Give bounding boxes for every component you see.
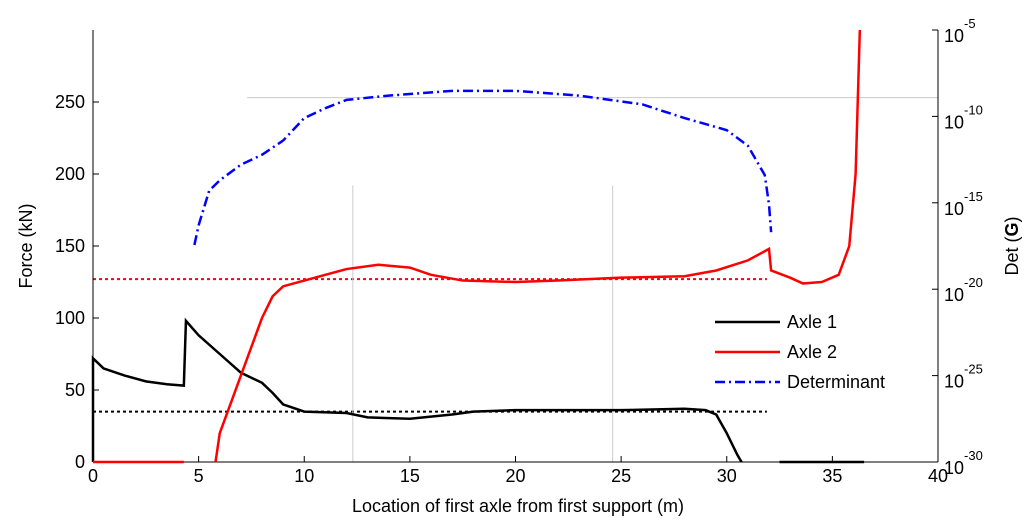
legend-label: Axle 1 xyxy=(787,312,837,332)
x-tick-label: 35 xyxy=(822,466,842,486)
y2-tick-label: 10-30 xyxy=(944,448,983,478)
legend-label: Axle 2 xyxy=(787,342,837,362)
x-tick-label: 0 xyxy=(88,466,98,486)
tick-base: 10 xyxy=(944,285,964,305)
tick-exponent: -25 xyxy=(964,362,983,377)
x-tick-label: 10 xyxy=(294,466,314,486)
x-tick-label: 40 xyxy=(928,466,948,486)
tick-base: 10 xyxy=(944,26,964,46)
tick-base: 10 xyxy=(944,458,964,478)
x-tick-label: 30 xyxy=(717,466,737,486)
tick-base: 10 xyxy=(944,112,964,132)
tick-exponent: -15 xyxy=(964,189,983,204)
y2-tick-label: 10-25 xyxy=(944,362,983,392)
data-line xyxy=(193,89,773,246)
y-tick-label: 200 xyxy=(55,164,85,184)
tick-exponent: -20 xyxy=(964,275,983,290)
y-axis-label: Force (kN) xyxy=(16,204,36,289)
tick-exponent: -5 xyxy=(964,16,976,31)
x-axis-label: Location of first axle from first suppor… xyxy=(352,496,684,516)
legend-label: Determinant xyxy=(787,372,885,392)
y2-label-part: G xyxy=(1002,222,1022,236)
x-tick-label: 20 xyxy=(505,466,525,486)
y-tick-label: 0 xyxy=(75,452,85,472)
y-tick-label: 150 xyxy=(55,236,85,256)
y2-tick-label: 10-10 xyxy=(944,102,983,132)
tick-base: 10 xyxy=(944,372,964,392)
tick-base: 10 xyxy=(944,199,964,219)
y2-tick-label: 10-15 xyxy=(944,189,983,219)
data-line xyxy=(93,29,862,464)
y-tick-label: 250 xyxy=(55,92,85,112)
data-line xyxy=(91,317,865,464)
x-tick-label: 25 xyxy=(611,466,631,486)
y-tick-label: 50 xyxy=(65,380,85,400)
y2-tick-label: 10-5 xyxy=(944,16,976,46)
y2-axis-label: Det (G) xyxy=(1002,216,1022,275)
tick-exponent: -30 xyxy=(964,448,983,463)
x-tick-label: 5 xyxy=(194,466,204,486)
x-tick-label: 15 xyxy=(400,466,420,486)
y2-label-part: ) xyxy=(1002,216,1022,222)
y-tick-label: 100 xyxy=(55,308,85,328)
y2-label-part: Det ( xyxy=(1002,237,1022,276)
y2-tick-label: 10-20 xyxy=(944,275,983,305)
tick-exponent: -10 xyxy=(964,102,983,117)
